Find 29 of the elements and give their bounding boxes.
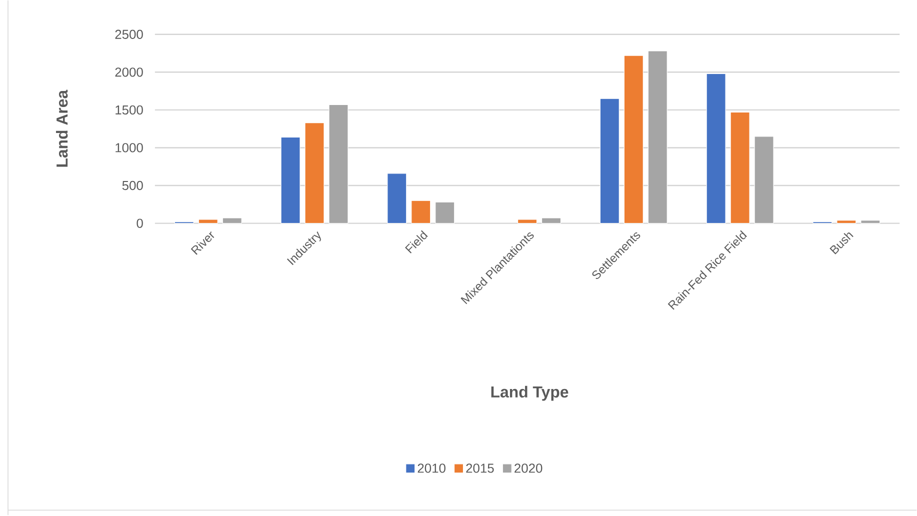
bar [836, 220, 856, 224]
bar [624, 55, 644, 224]
bar [600, 98, 620, 224]
x-axis-title: Land Type [491, 386, 568, 401]
bar [280, 137, 300, 224]
bar [328, 104, 348, 224]
y-axis-title: Land Area [56, 90, 68, 167]
bar [648, 50, 668, 224]
y-tick-label: 1000 [116, 143, 143, 153]
legend-label: 2015 [466, 464, 494, 474]
bar [754, 136, 774, 224]
bar [387, 173, 407, 224]
bar [222, 218, 242, 224]
bar [304, 122, 324, 224]
y-tick-label: 0 [136, 218, 143, 228]
bar [435, 202, 455, 224]
y-tick-label: 2000 [115, 68, 143, 77]
y-tick-label: 500 [122, 181, 143, 190]
bar [730, 112, 750, 224]
bar [198, 219, 218, 224]
bar [411, 200, 431, 224]
bar [541, 218, 562, 224]
bar [860, 220, 880, 224]
y-tick-label: 2500 [115, 30, 143, 40]
bar [706, 74, 726, 224]
legend-label: 2010 [418, 464, 446, 474]
y-tick-label: 1500 [116, 106, 143, 115]
legend-label: 2020 [514, 464, 542, 474]
bar [517, 219, 538, 224]
